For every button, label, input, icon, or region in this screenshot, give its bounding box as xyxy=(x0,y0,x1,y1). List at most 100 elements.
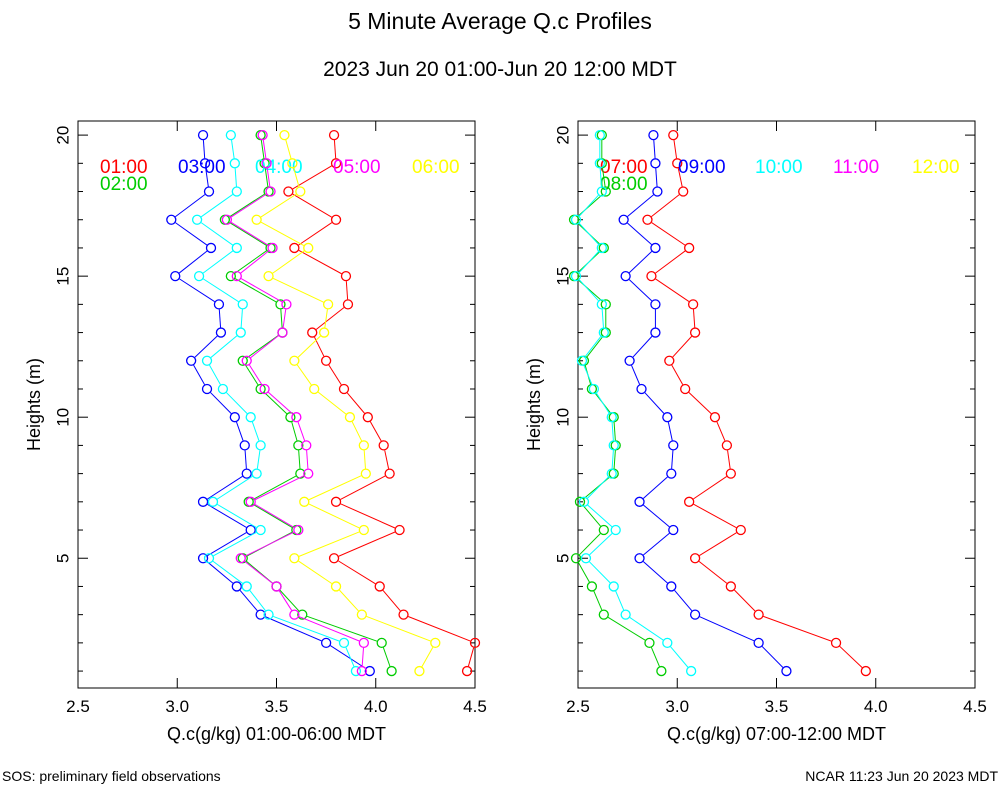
series-point-06:00 xyxy=(330,581,342,592)
series-point-07:00 xyxy=(672,158,683,169)
series-point-03:00 xyxy=(239,440,250,451)
series-line-02:00 xyxy=(264,168,269,187)
y-tick-label: 10 xyxy=(53,408,72,427)
series-line-05:00 xyxy=(297,421,306,441)
series-point-03:00 xyxy=(215,327,227,338)
series-point-01:00 xyxy=(328,129,340,141)
series-point-10:00 xyxy=(570,214,582,225)
series-point-05:00 xyxy=(245,496,256,507)
x-tick-label: 2.5 xyxy=(566,697,590,716)
series-point-09:00 xyxy=(668,440,679,451)
series-line-10:00 xyxy=(615,590,625,611)
series-line-05:00 xyxy=(278,590,293,611)
legend-entry-08:00: 08:00 xyxy=(600,174,648,195)
series-line-07:00 xyxy=(699,532,737,557)
series-point-05:00 xyxy=(241,355,252,366)
series-point-09:00 xyxy=(634,496,645,507)
series-point-06:00 xyxy=(279,129,290,141)
series-line-02:00 xyxy=(228,193,265,218)
series-line-05:00 xyxy=(298,616,360,642)
series-line-01:00 xyxy=(328,364,342,386)
series-line-05:00 xyxy=(282,309,287,328)
y-tick-label: 15 xyxy=(53,267,72,286)
series-point-04:00 xyxy=(350,665,362,677)
series-line-09:00 xyxy=(627,194,654,217)
series-line-01:00 xyxy=(315,307,345,330)
series-point-03:00 xyxy=(320,637,332,649)
series-line-07:00 xyxy=(716,421,726,441)
series-line-06:00 xyxy=(363,450,366,469)
series-line-05:00 xyxy=(230,193,267,218)
legend-entry-12:00: 12:00 xyxy=(912,157,960,178)
series-point-09:00 xyxy=(650,299,661,310)
series-point-09:00 xyxy=(620,270,631,282)
series-point-07:00 xyxy=(725,581,736,592)
series-point-07:00 xyxy=(830,637,842,649)
series-point-10:00 xyxy=(596,242,607,254)
series-line-07:00 xyxy=(733,589,756,612)
series-point-06:00 xyxy=(309,383,320,395)
series-line-09:00 xyxy=(671,450,674,469)
series-point-06:00 xyxy=(356,609,368,620)
series-point-05:00 xyxy=(259,383,270,395)
series-point-08:00 xyxy=(644,637,655,649)
series-line-08:00 xyxy=(607,616,646,641)
series-point-06:00 xyxy=(360,468,371,479)
series-point-02:00 xyxy=(237,355,248,366)
series-line-07:00 xyxy=(673,139,678,159)
series-point-04:00 xyxy=(241,581,252,592)
series-point-04:00 xyxy=(255,440,266,451)
series-point-04:00 xyxy=(237,299,248,310)
series-line-04:00 xyxy=(240,309,243,328)
series-point-03:00 xyxy=(213,299,225,310)
series-line-01:00 xyxy=(338,531,396,557)
footer-note: SOS: preliminary field observations xyxy=(2,768,221,784)
series-point-06:00 xyxy=(414,665,425,677)
x-tick-label: 2.5 xyxy=(66,697,90,716)
series-line-03:00 xyxy=(206,561,234,584)
series-line-01:00 xyxy=(298,249,342,275)
series-line-10:00 xyxy=(601,309,604,328)
series-point-04:00 xyxy=(251,468,262,479)
series-point-01:00 xyxy=(307,327,318,338)
series-point-02:00 xyxy=(386,665,397,677)
series-point-10:00 xyxy=(598,327,609,338)
legend-entry-09:00: 09:00 xyxy=(678,157,726,178)
series-point-10:00 xyxy=(580,553,592,564)
series-line-04:00 xyxy=(231,139,235,159)
series-point-09:00 xyxy=(636,383,647,395)
series-line-10:00 xyxy=(579,223,599,245)
series-line-07:00 xyxy=(698,560,728,584)
series-line-10:00 xyxy=(611,450,614,469)
series-point-07:00 xyxy=(689,327,701,338)
series-line-04:00 xyxy=(226,392,248,414)
series-point-04:00 xyxy=(201,355,213,366)
series-line-08:00 xyxy=(613,450,616,469)
series-point-09:00 xyxy=(689,609,701,620)
series-line-02:00 xyxy=(228,221,267,246)
series-point-10:00 xyxy=(685,665,697,677)
series-line-01:00 xyxy=(340,503,396,529)
series-point-05:00 xyxy=(289,609,300,620)
series-point-01:00 xyxy=(289,242,300,254)
series-point-05:00 xyxy=(261,158,272,169)
series-line-04:00 xyxy=(217,503,257,528)
series-line-07:00 xyxy=(651,194,680,218)
series-line-05:00 xyxy=(254,503,295,528)
series-line-02:00 xyxy=(291,421,298,441)
series-point-05:00 xyxy=(277,327,288,338)
series-point-04:00 xyxy=(191,214,203,225)
series-line-03:00 xyxy=(193,364,206,385)
series-point-01:00 xyxy=(374,581,385,592)
series-line-03:00 xyxy=(202,140,206,159)
y-axis-label: Heights (m) xyxy=(24,358,44,451)
series-point-07:00 xyxy=(860,665,871,677)
series-point-09:00 xyxy=(652,186,663,197)
series-line-04:00 xyxy=(345,647,355,667)
footer-stamp: NCAR 11:23 Jun 20 2023 MDT xyxy=(805,768,998,784)
series-line-03:00 xyxy=(239,589,258,612)
series-line-07:00 xyxy=(692,309,696,328)
series-point-08:00 xyxy=(574,496,586,507)
series-point-08:00 xyxy=(598,524,609,536)
series-point-03:00 xyxy=(231,581,242,592)
